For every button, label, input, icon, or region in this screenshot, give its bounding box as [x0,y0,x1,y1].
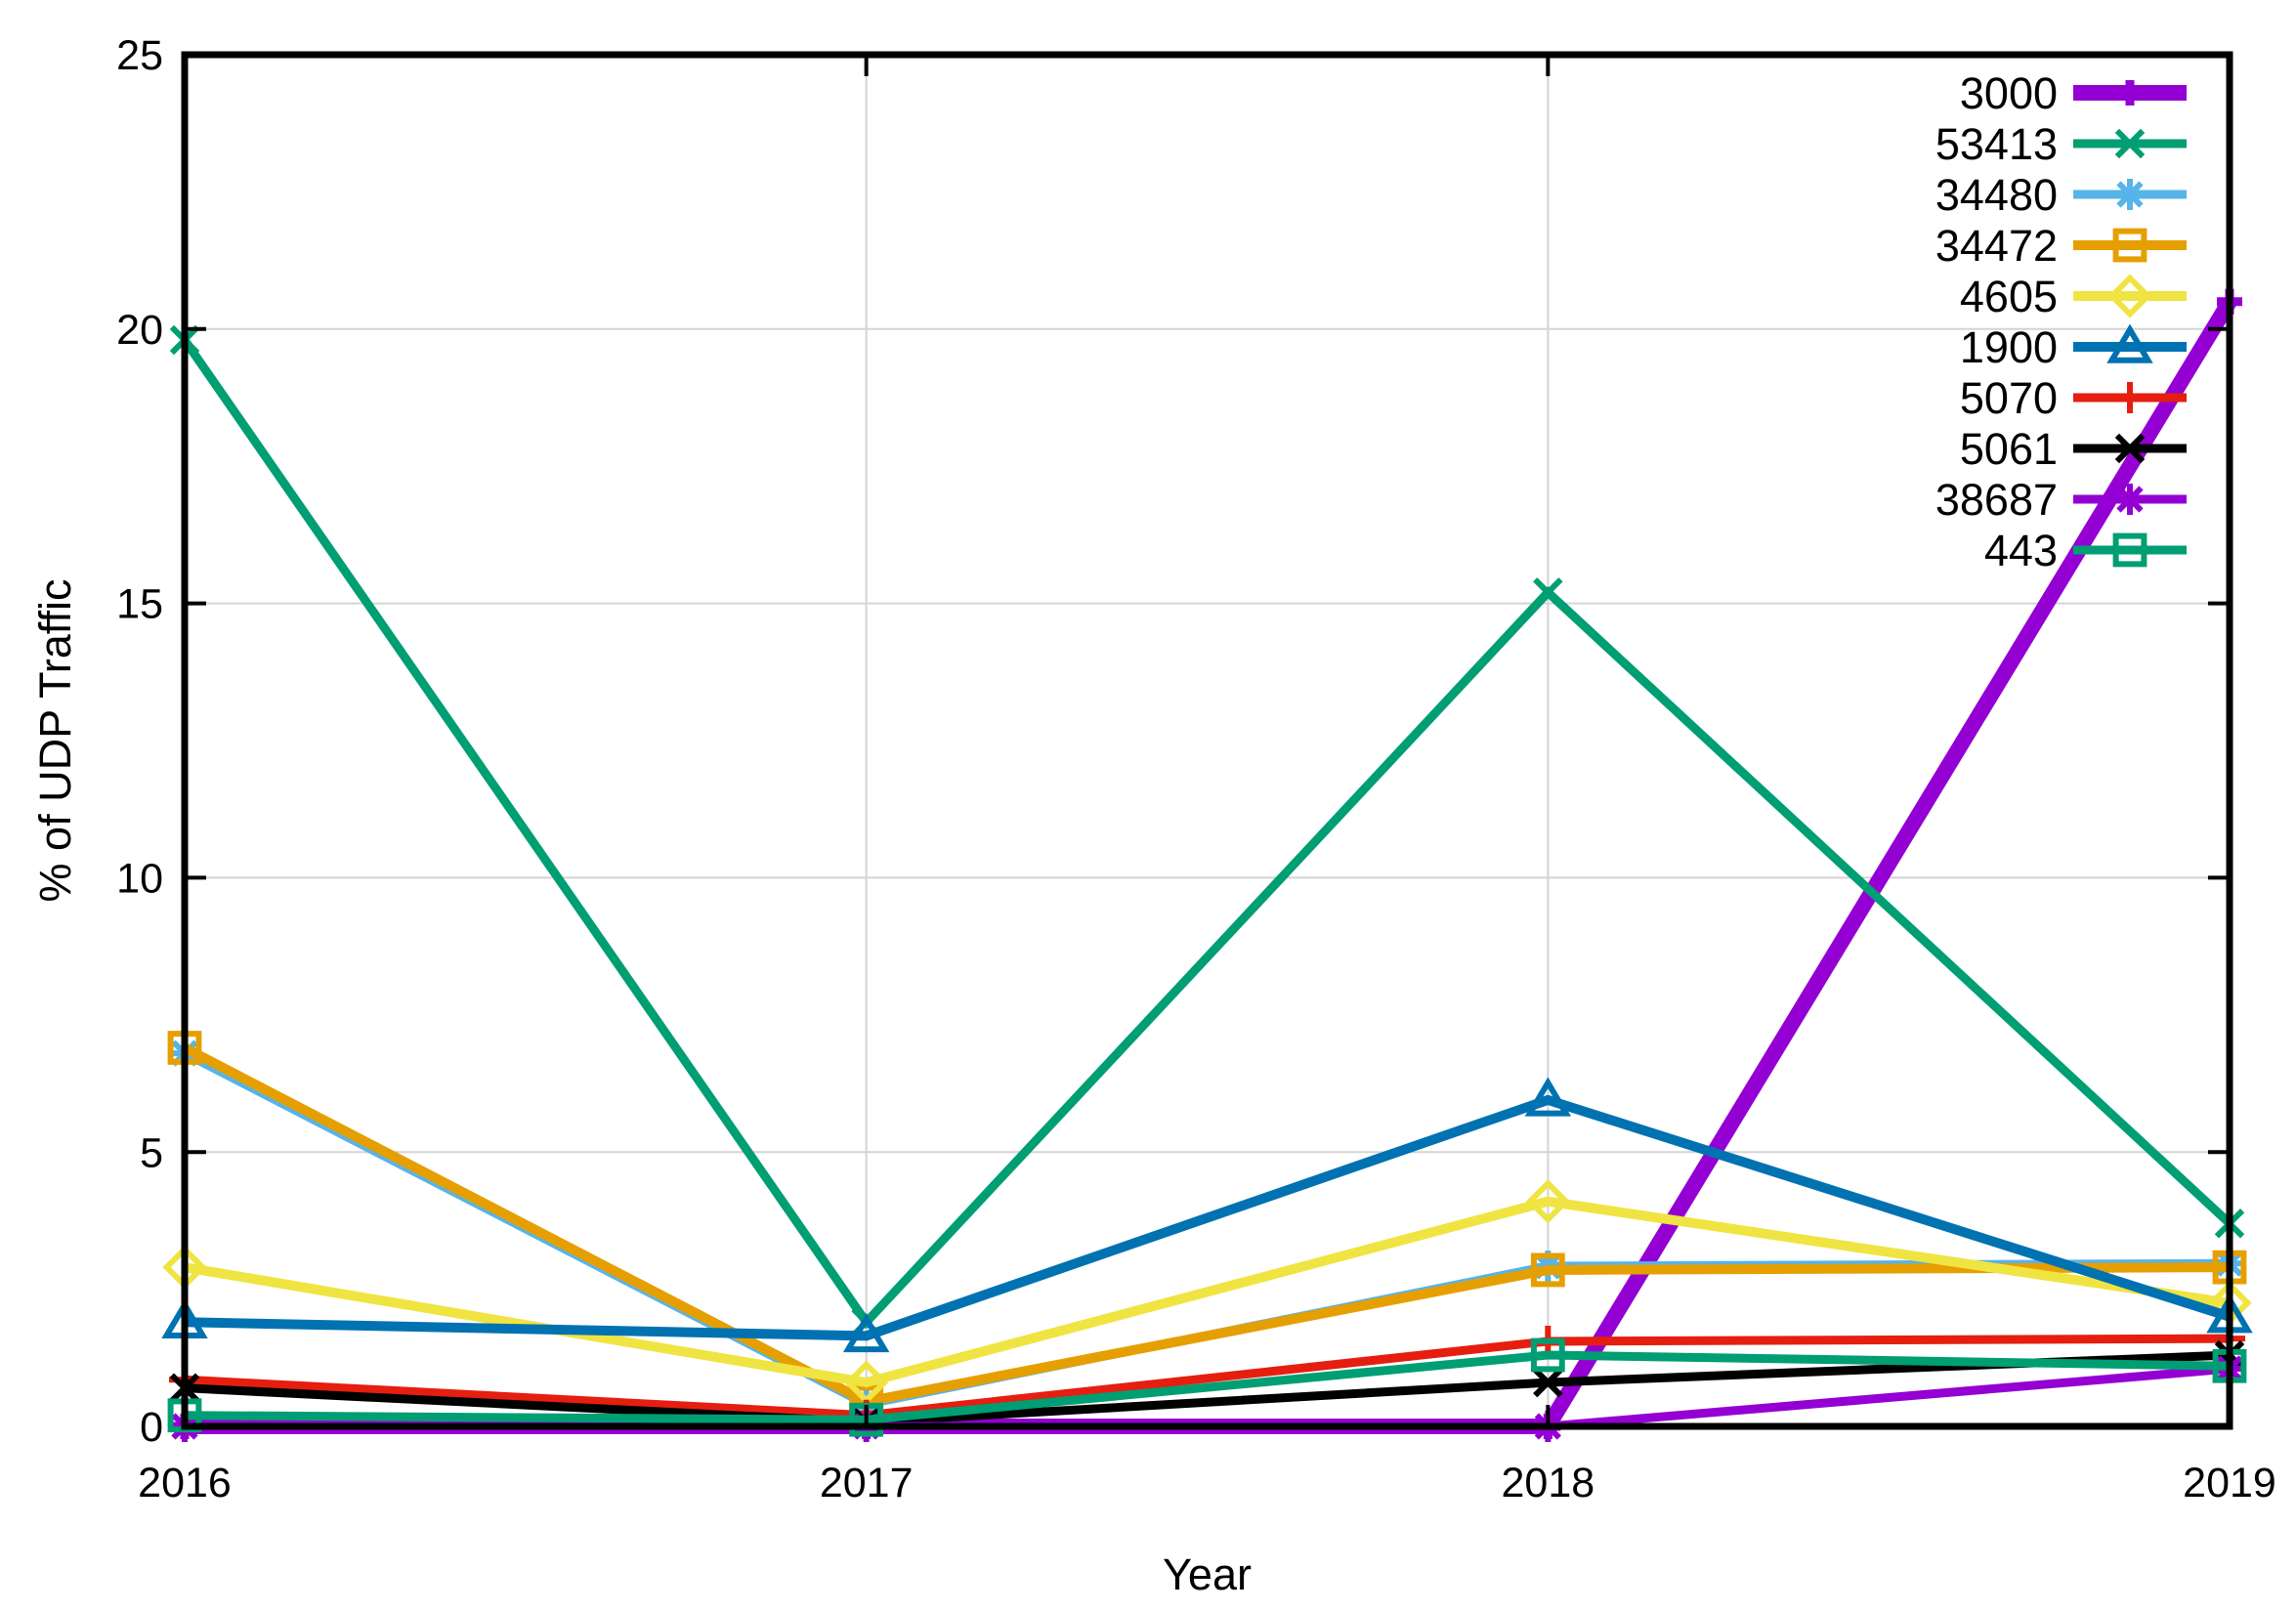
legend-item-38687: 38687 [1935,475,2187,525]
series-53413 [169,324,2245,1337]
legend-item-53413: 53413 [1935,119,2187,169]
data-point-marker [1530,1252,1565,1288]
legend-sample-marker [2114,433,2146,464]
legend-item-34480: 34480 [1935,170,2187,220]
legend-item-4605: 4605 [1960,272,2187,321]
data-point-marker [1533,1367,1563,1398]
series-line [182,1049,2231,1410]
series-line [182,1043,2231,1407]
x-tick-label: 2019 [2183,1460,2276,1506]
legend: 3000534133448034472460519005070506138687… [1935,68,2187,575]
legend-sample-marker [2114,382,2146,413]
y-axis-title: % of UDP Traffic [30,578,80,903]
legend-item-3000: 3000 [1960,68,2187,118]
series-line [184,1094,2232,1341]
y-tick-label: 25 [116,32,163,79]
legend-label: 34472 [1935,221,2058,271]
data-point-marker [842,1312,890,1353]
legend-sample-marker [2114,484,2146,515]
series-line [184,1350,2231,1427]
legend-item-443: 443 [1984,526,2187,575]
legend-item-5061: 5061 [1960,424,2187,474]
legend-sample-marker [2112,228,2147,263]
data-point-marker [2212,1348,2247,1383]
x-tick-label: 2016 [138,1460,232,1506]
plot-border [181,51,2233,1430]
y-tick-label: 0 [140,1404,163,1451]
legend-label: 38687 [1935,475,2058,525]
legend-sample-marker [2107,274,2152,318]
legend-sample-marker [2112,532,2147,568]
series-line [181,337,2233,1330]
tick-labels: 0 5 10 15 20 25 2016 2017 2018 2019 [116,32,2276,1506]
legend-item-5070: 5070 [1960,373,2187,423]
legend-sample-marker [2114,128,2146,159]
x-tick-label: 2018 [1501,1460,1594,1506]
legend-label: 1900 [1960,322,2058,372]
x-axis-title: Year [1163,1549,1252,1599]
y-tick-label: 15 [116,581,163,628]
legend-label: 5070 [1960,373,2058,423]
legend-label: 53413 [1935,119,2058,169]
legend-label: 5061 [1960,424,2058,474]
x-tick-label: 2017 [820,1460,914,1506]
y-tick-label: 10 [116,855,163,902]
data-point-marker [1530,1337,1565,1373]
series-line [184,1196,2231,1388]
legend-sample-marker [2106,323,2153,363]
legend-label: 3000 [1960,68,2058,118]
legend-item-1900: 1900 [1960,322,2187,372]
data-point-marker [2212,1250,2247,1285]
legend-label: 443 [1984,526,2058,575]
series-line [184,1350,2231,1424]
series-group [161,288,2253,1442]
axes [181,51,2233,1430]
legend-sample-marker [2114,179,2146,210]
data-point-marker [1533,577,1563,608]
series-34472 [167,1031,2247,1420]
legend-label: 4605 [1960,272,2058,321]
data-point-marker [167,1031,202,1065]
y-tick-label: 20 [116,307,163,354]
data-point-marker [1524,1077,1572,1117]
legend-label: 34480 [1935,170,2058,220]
y-tick-label: 5 [140,1129,163,1176]
legend-sample-marker [2117,80,2143,106]
data-point-marker [1525,1179,1570,1224]
series-1900 [161,1077,2253,1353]
legend-item-34472: 34472 [1935,221,2187,271]
series-line [184,1334,2231,1421]
